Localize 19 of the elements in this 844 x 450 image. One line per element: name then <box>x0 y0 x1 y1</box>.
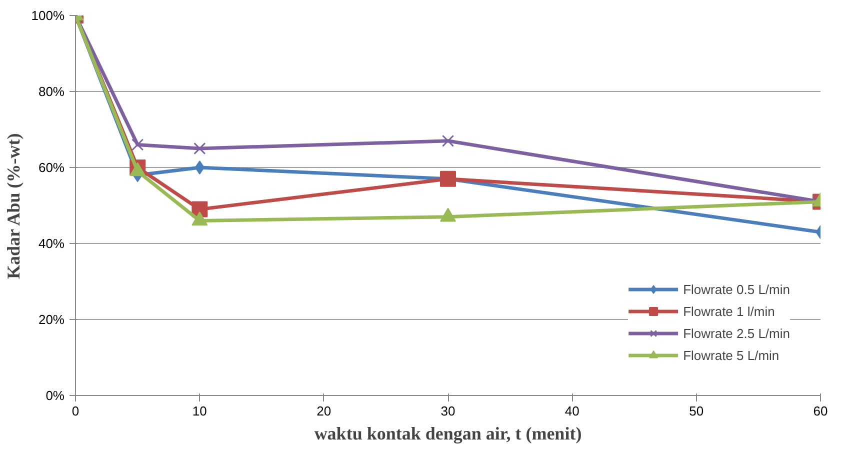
x-tick-label: 50 <box>689 404 704 418</box>
y-tick-label: 40% <box>38 236 65 251</box>
y-tick-label: 100% <box>31 8 65 23</box>
y-tick-label: 0% <box>46 388 65 403</box>
x-tick-label: 40 <box>564 404 580 418</box>
x-tick-label: 10 <box>192 404 207 418</box>
y-tick-label: 20% <box>38 312 65 327</box>
y-axis-title: Kadar Abu (%-wt) <box>3 133 24 279</box>
x-axis-title: waktu kontak dengan air, t (menit) <box>314 424 582 444</box>
legend-label: Flowrate 1 l/min <box>683 304 775 318</box>
legend-label: Flowrate 5 L/min <box>683 348 780 362</box>
y-tick-label: 60% <box>38 160 65 175</box>
legend-label: Flowrate 0.5 L/min <box>683 282 790 296</box>
x-tick-label: 30 <box>440 404 456 418</box>
y-tick-label: 80% <box>38 84 65 99</box>
x-tick-label: 60 <box>813 404 828 418</box>
x-tick-label: 20 <box>316 404 332 418</box>
x-tick-label: 0 <box>72 404 80 418</box>
legend-label: Flowrate 2.5 L/min <box>683 326 790 340</box>
